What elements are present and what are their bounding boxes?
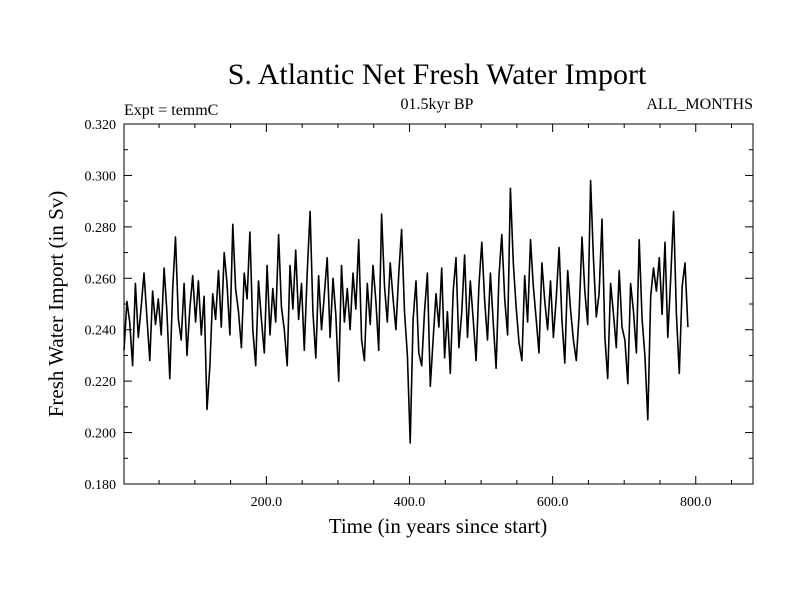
x-tick-label: 600.0 bbox=[537, 495, 569, 510]
plot-frame bbox=[123, 123, 754, 485]
series-line bbox=[123, 179, 689, 444]
x-axis: 200.0 400.0 600.0 800.0 bbox=[158, 124, 733, 510]
x-axis-title: Time (in years since start) bbox=[329, 514, 548, 538]
y-tick-label: 0.320 bbox=[85, 118, 117, 133]
experiment-label: Expt = temmC bbox=[124, 102, 218, 119]
y-tick-label: 0.240 bbox=[85, 324, 117, 339]
y-axis-title: Fresh Water Import (in Sv) bbox=[44, 191, 68, 418]
y-tick-label: 0.260 bbox=[85, 272, 117, 287]
months-label: ALL_MONTHS bbox=[646, 96, 753, 113]
y-axis: 0.180 0.200 0.220 0.240 0.260 0.280 0.300 0.320 bbox=[85, 118, 753, 493]
y-tick-label: 0.200 bbox=[85, 427, 117, 442]
x-tick-label: 400.0 bbox=[394, 495, 426, 510]
y-tick-label: 0.300 bbox=[85, 169, 117, 184]
x-tick-label: 200.0 bbox=[251, 495, 283, 510]
chart-subtitle: 01.5kyr BP bbox=[401, 96, 474, 113]
x-tick-label: 800.0 bbox=[680, 495, 712, 510]
y-tick-label: 0.220 bbox=[85, 375, 117, 390]
y-tick-label: 0.280 bbox=[85, 221, 117, 236]
chart-title: S. Atlantic Net Fresh Water Import bbox=[228, 58, 647, 91]
y-tick-label: 0.180 bbox=[85, 478, 117, 493]
